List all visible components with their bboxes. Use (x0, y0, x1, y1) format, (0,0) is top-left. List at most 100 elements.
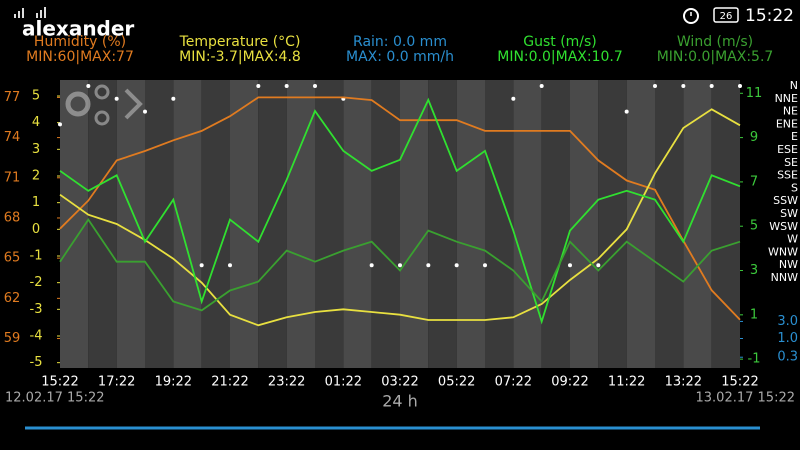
plot-stripe (116, 80, 145, 368)
plot-stripe (428, 80, 457, 368)
plot-stripe (88, 80, 117, 368)
y-tick-label: -1 (748, 352, 761, 367)
legend-title: Temperature (°C) (179, 34, 301, 50)
series-line (59, 108, 741, 327)
x-tick-label: 01:22 (325, 375, 362, 390)
y-tick-label: -2 (30, 275, 43, 290)
plot-stripe (598, 80, 627, 368)
direction-label: E (791, 130, 798, 143)
user-name: alexander (22, 17, 134, 41)
direction-label: ESE (777, 143, 798, 156)
plot-stripe (683, 80, 712, 368)
direction-label: ENE (776, 117, 798, 130)
x-tick-label: 05:22 (438, 375, 475, 390)
plot-stripe (145, 80, 174, 368)
footer-span: 24 h (382, 392, 418, 411)
x-tick-label: 09:22 (551, 375, 588, 390)
y-tick-label: 5 (32, 89, 40, 104)
direction-dot (143, 109, 147, 114)
plot-stripe (371, 80, 400, 368)
direction-dot (709, 84, 714, 88)
y-tick-label: 3 (750, 263, 758, 278)
y-tick-label: 9 (750, 130, 758, 145)
legend-range: MIN:60|MAX:77 (26, 49, 134, 65)
y-tick-label: 5 (750, 219, 758, 234)
series-line (59, 96, 741, 321)
direction-dot (681, 84, 686, 88)
y-tick-label: -1 (30, 249, 43, 264)
plot-stripe (258, 80, 287, 368)
direction-label: SSE (777, 169, 798, 182)
y-tick-label: 2 (32, 169, 40, 184)
direction-label: S (791, 181, 798, 194)
legend-title: Humidity (%) (34, 34, 126, 50)
series-line (59, 97, 741, 325)
y-tick-label: 59 (4, 331, 21, 346)
direction-label: W (787, 233, 798, 246)
direction-dot (653, 84, 657, 88)
battery-icon (713, 7, 739, 23)
signal-icon (14, 7, 46, 18)
y-tick-label: 77 (4, 90, 21, 105)
x-tick-label: 15:22 (41, 375, 78, 390)
x-tick-label: 15:22 (721, 375, 758, 390)
x-tick-label: 11:22 (608, 375, 645, 390)
legend-title: Gust (m/s) (523, 34, 597, 50)
legend-title: Wind (m/s) (677, 34, 753, 50)
y-tick-label: 62 (4, 291, 21, 306)
direction-dot (426, 263, 431, 268)
legend-range: MIN:-3.7|MAX:4.8 (179, 49, 301, 65)
x-tick-label: 17:22 (98, 375, 135, 390)
direction-label: NE (783, 105, 798, 118)
x-tick-label: 03:22 (381, 375, 418, 390)
direction-label: NNW (771, 271, 798, 284)
y-tick-label: 1 (750, 307, 758, 322)
legend-range: MAX: 0.0 mm/h (346, 49, 454, 65)
direction-label: NW (779, 258, 798, 271)
direction-dot (58, 122, 62, 127)
y-tick-label: -3 (30, 302, 43, 317)
plot-background (60, 80, 740, 368)
direction-dot (171, 96, 176, 101)
y-tick-label: 68 (4, 210, 21, 225)
y-tick-label: 4 (32, 115, 40, 130)
direction-dot (539, 84, 544, 88)
plot-stripe (315, 80, 344, 368)
alarm-icon (683, 8, 699, 24)
y-tick-label: 65 (4, 251, 21, 266)
x-tick-label: 21:22 (211, 375, 248, 390)
x-tick-label: 07:22 (495, 375, 532, 390)
x-tick-label: 19:22 (155, 375, 192, 390)
y-tick-label: 0.3 (777, 350, 798, 365)
direction-label: N (790, 79, 798, 92)
direction-dot (228, 263, 232, 268)
y-tick-label: 3 (32, 142, 40, 157)
plot-stripe (541, 80, 570, 368)
direction-label: WNW (768, 245, 798, 258)
plot-stripe (711, 80, 740, 368)
direction-dot (483, 263, 487, 268)
direction-dot (596, 263, 601, 268)
direction-label: SSW (773, 194, 798, 207)
plot-stripe (513, 80, 542, 368)
clock: 15:22 (745, 6, 794, 26)
direction-dot (511, 96, 516, 101)
y-tick-label: 3.0 (777, 314, 798, 329)
plot-stripe (655, 80, 684, 368)
plot-stripe (286, 80, 315, 368)
plot-stripe (485, 80, 514, 368)
y-tick-label: 74 (4, 130, 21, 145)
series-line (59, 217, 741, 312)
footer-start: 12.02.17 15:22 (5, 391, 105, 406)
y-tick-label: 0 (32, 222, 40, 237)
plot-stripe (173, 80, 202, 368)
plot-stripe (456, 80, 485, 368)
y-tick-label: -5 (30, 355, 43, 370)
y-tick-label: 1 (32, 195, 40, 210)
y-tick-label: -4 (30, 329, 43, 344)
legend-range: MIN:0.0|MAX:10.7 (497, 49, 623, 65)
battery-level: 26 (720, 11, 733, 22)
direction-dot (114, 96, 119, 101)
settings-icon[interactable] (65, 84, 143, 126)
direction-label: WSW (769, 220, 798, 233)
